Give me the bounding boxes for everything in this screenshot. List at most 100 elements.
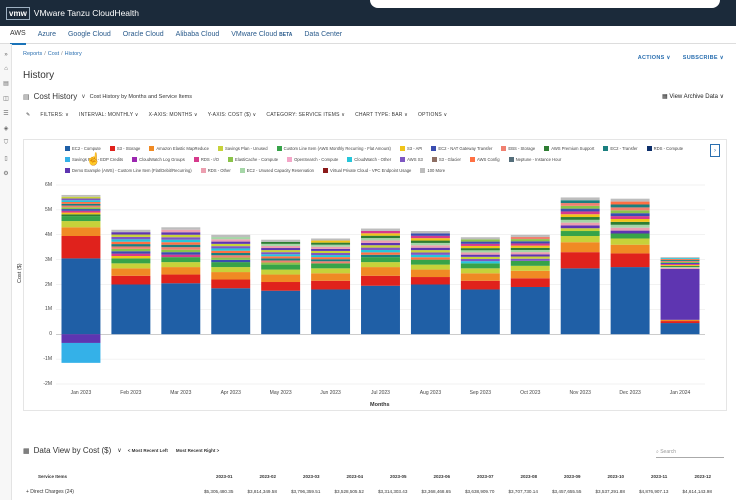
column-header[interactable]: 2023-04: [346, 474, 364, 479]
legend-item[interactable]: EC2 - Transfer: [603, 144, 638, 152]
expand-icon[interactable]: »: [4, 52, 8, 58]
most-recent-right-button[interactable]: Most Recent Right >: [175, 448, 220, 453]
table-cell: $3,528,505.52: [334, 489, 364, 494]
column-header[interactable]: 2023-06: [433, 474, 451, 479]
search-icon: ⌕: [656, 449, 659, 455]
legend-swatch: [544, 145, 550, 151]
legend-item[interactable]: Demo Example (AWS) - Custom Line Item (F…: [65, 166, 192, 174]
legend-item[interactable]: Savings Plan - EDP Credits: [65, 155, 123, 163]
report-subheader: ▤ Cost History ∨ Cost History by Months …: [23, 92, 192, 101]
table-row[interactable]: + Direct Charges (24) $5,305,480.35 $3,814…: [26, 489, 726, 498]
legend-item[interactable]: OpenSearch - Compute: [287, 155, 338, 163]
y-tick-label: 4M: [45, 231, 52, 238]
tab-vmware-cloud[interactable]: VMware Cloud BETA: [231, 30, 293, 38]
data-view-dropdown-icon[interactable]: ∨: [117, 448, 122, 454]
home-icon[interactable]: ⌂: [4, 66, 8, 72]
tab-aws[interactable]: AWS: [10, 25, 26, 45]
column-header[interactable]: Service Items: [38, 474, 68, 479]
legend-item[interactable]: Amazon Elastic MapReduce: [149, 144, 209, 152]
recommendations-icon[interactable]: ◈: [3, 126, 9, 132]
view-archive-data-button[interactable]: ▦ View Archive Data ∨: [662, 93, 724, 100]
legend-item[interactable]: AWS Premium Support: [544, 144, 594, 152]
docs-icon[interactable]: ▯: [4, 156, 8, 162]
chart-panel: [23, 139, 727, 411]
legend-item[interactable]: S3 - API: [399, 144, 422, 152]
report-dropdown-icon[interactable]: ∨: [81, 94, 86, 100]
y-tick-label: 6M: [45, 182, 52, 188]
legend-item[interactable]: EBS - Storage: [501, 144, 535, 152]
data-view-title[interactable]: Data View by Cost ($): [33, 446, 112, 455]
column-header[interactable]: 2023-07: [477, 474, 494, 479]
column-header[interactable]: 2023-03: [303, 474, 320, 479]
tab-azure[interactable]: Azure: [37, 30, 56, 38]
legend-item[interactable]: 100 More: [420, 166, 445, 174]
settings-icon[interactable]: ⚙: [3, 171, 9, 177]
y-axis-dropdown[interactable]: Y-AXIS: COST ($) ∨: [207, 112, 257, 118]
reports-icon[interactable]: ▤: [3, 81, 9, 87]
policies-icon[interactable]: ☰: [3, 111, 9, 117]
column-header[interactable]: 2023-08: [520, 474, 538, 479]
legend-item[interactable]: RDS - Other: [200, 166, 231, 174]
row-label[interactable]: + Direct Charges (24): [26, 489, 74, 495]
legend-item[interactable]: AWS S3: [400, 155, 423, 163]
assets-icon[interactable]: ◫: [3, 96, 9, 102]
legend-item[interactable]: EC2 - Compute: [65, 144, 101, 152]
hand-cursor-icon: ☝: [86, 152, 101, 166]
actions-menu[interactable]: ACTIONS ∨: [637, 55, 671, 61]
breadcrumb-reports[interactable]: Reports: [23, 51, 43, 57]
legend-item[interactable]: S3 - Glacier: [431, 155, 461, 163]
legend-item[interactable]: Neptune - Instance Hour: [508, 155, 561, 163]
x-axis-dropdown[interactable]: X-AXIS: MONTHS ∨: [148, 112, 198, 118]
legend-label: Savings Plan - EDP Credits: [72, 156, 124, 162]
breadcrumb-history[interactable]: History: [64, 51, 82, 57]
column-header[interactable]: 2023-12: [694, 474, 712, 479]
interval-dropdown[interactable]: INTERVAL: MONTHLY ∨: [79, 112, 139, 118]
breadcrumb-cost[interactable]: Cost: [47, 51, 60, 57]
column-header[interactable]: 2023-01: [216, 474, 233, 479]
x-tick-label: Jun 2023: [320, 390, 341, 396]
column-header[interactable]: 2023-02: [259, 474, 277, 479]
chart-type-dropdown[interactable]: CHART TYPE: BAR ∨: [355, 112, 409, 118]
product-name[interactable]: VMware Tanzu CloudHealth: [33, 8, 140, 18]
column-header[interactable]: 2023-10: [607, 474, 625, 479]
tab-alibaba-cloud[interactable]: Alibaba Cloud: [175, 30, 220, 38]
legend-item[interactable]: CloudWatch - Other: [347, 155, 391, 163]
legend-item[interactable]: Custom Line Item (AWS Monthly Recurring …: [276, 144, 391, 152]
tab-data-center[interactable]: Data Center: [304, 30, 343, 38]
legend-item[interactable]: CloudWatch Log Groups: [132, 155, 185, 163]
y-tick-label: -1M: [43, 356, 52, 363]
legend-item[interactable]: Savings Plan - Unused: [217, 144, 268, 152]
security-icon[interactable]: ⛉: [3, 140, 9, 146]
legend-label: EC2 - NAT Gateway Transfer: [438, 145, 493, 151]
global-search-input[interactable]: [370, 0, 720, 8]
filter-bar: ✎ FILTERS: ∨ INTERVAL: MONTHLY ∨ X-AXIS:…: [26, 112, 457, 118]
legend-item[interactable]: Virtual Private Cloud - VPC Endpoint Usa…: [323, 166, 411, 174]
report-title[interactable]: Cost History: [33, 92, 78, 101]
table-cell: $4,876,907.13: [639, 489, 669, 494]
legend-label: RDS - Compute: [653, 145, 684, 151]
tab-oracle-cloud[interactable]: Oracle Cloud: [122, 30, 164, 38]
table-search-input[interactable]: ⌕ Search: [656, 446, 724, 458]
pin-icon[interactable]: ✎: [26, 112, 31, 118]
filters-dropdown[interactable]: FILTERS: ∨: [40, 112, 70, 118]
subscribe-menu[interactable]: SUBSCRIBE ∨: [682, 55, 724, 61]
x-tick-label: Apr 2023: [220, 390, 241, 396]
options-dropdown[interactable]: OPTIONS ∨: [418, 112, 448, 118]
column-header[interactable]: 2023-11: [651, 474, 668, 479]
legend-next-button[interactable]: ›: [710, 144, 720, 157]
vmware-logo[interactable]: vmw: [6, 6, 30, 20]
legend-item[interactable]: RDS - I/O: [193, 155, 219, 163]
column-header[interactable]: 2023-09: [564, 474, 581, 479]
legend-item[interactable]: EC2 - NAT Gateway Transfer: [431, 144, 492, 152]
legend-item[interactable]: AWS Config: [469, 155, 500, 163]
legend-swatch: [501, 145, 507, 151]
most-recent-left-button[interactable]: < Most Recent Left: [127, 448, 168, 453]
tab-google-cloud[interactable]: Google Cloud: [67, 30, 111, 38]
legend-item[interactable]: ElastiCache - Compute: [228, 155, 278, 163]
category-dropdown[interactable]: CATEGORY: SERVICE ITEMS ∨: [266, 112, 346, 118]
legend-item[interactable]: S3 - Storage: [109, 144, 140, 152]
cloud-tabs: AWS Azure Google Cloud Oracle Cloud Alib…: [0, 25, 736, 45]
column-header[interactable]: 2023-05: [390, 474, 407, 479]
legend-item[interactable]: EC2 - Unused Capacity Reservation: [239, 166, 314, 174]
legend-item[interactable]: RDS - Compute: [646, 144, 684, 152]
